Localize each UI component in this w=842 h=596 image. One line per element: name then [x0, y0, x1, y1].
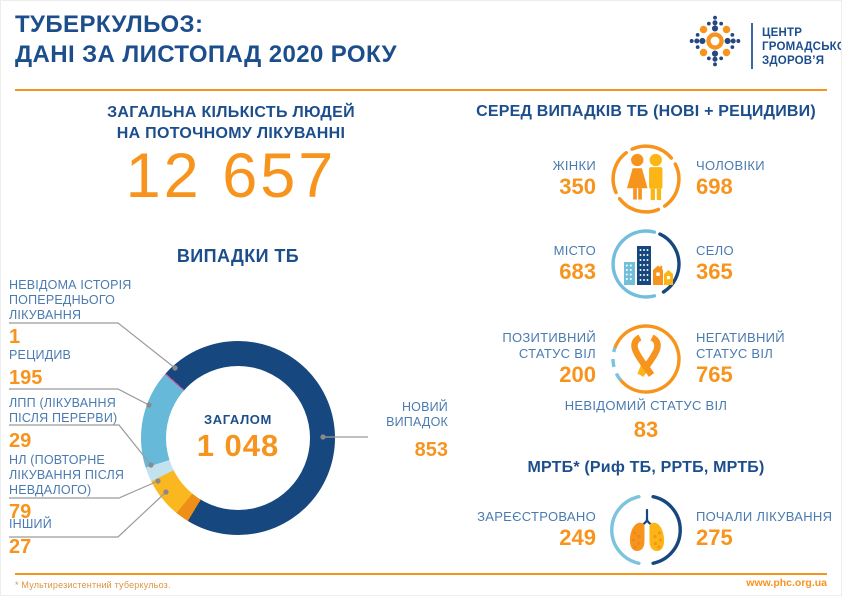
phc-logo-icon — [689, 15, 741, 67]
callout-label: НОВИЙ ВИПАДОК — [386, 400, 448, 429]
callout-value: 195 — [9, 366, 43, 389]
website-link[interactable]: www.phc.org.ua — [746, 577, 827, 589]
footnote: * Мультирезистентний туберкульоз. — [15, 580, 171, 590]
logo-org-name: ЦЕНТР ГРОМАДСЬКОГО ЗДОРОВ’Я — [762, 27, 841, 67]
hiv-ribbon-icon — [611, 324, 681, 394]
callout-value: 27 — [9, 535, 32, 558]
callout-label: ІНШИЙ — [9, 517, 52, 531]
registered-label: ЗАРЕЄСТРОВАНО — [477, 508, 596, 524]
total-on-treatment-value: 12 657 — [125, 141, 337, 211]
stat-row-mdr: ЗАРЕЄСТРОВАНО 249 ПОЧАЛИ ЛІКУВАННЯ — [451, 493, 841, 567]
callout-new-case: НОВИЙ ВИПАДОК 853 — [348, 400, 448, 462]
city-village-icon — [611, 229, 681, 299]
donut-center-value: 1 048 — [196, 428, 280, 463]
total-on-treatment-heading: ЗАГАЛЬНА КІЛЬКІСТЬ ЛЮДЕЙ НА ПОТОЧНОМУ ЛІ… — [107, 104, 355, 143]
callout-label: НЛ (ПОВТОРНЕ ЛІКУВАННЯ ПІСЛЯ НЕВДАЛОГО) — [9, 453, 125, 497]
hiv-negative-label: НЕГАТИВНИЙ СТАТУС ВІЛ — [696, 329, 785, 361]
callout-value: 1 — [9, 326, 21, 349]
callout-value: 29 — [9, 429, 32, 452]
women-value: 350 — [559, 174, 596, 200]
donut-center-label: ЗАГАЛОМ — [204, 412, 272, 427]
lungs-icon — [610, 495, 682, 565]
callout-label: ЛПП (ЛІКУВАННЯ ПІСЛЯ ПЕРЕРВИ) — [9, 396, 118, 425]
registered-value: 249 — [559, 525, 596, 551]
gender-icon — [611, 144, 681, 214]
women-label: ЖІНКИ — [552, 157, 596, 173]
city-label: МІСТО — [553, 242, 596, 258]
men-value: 698 — [696, 174, 733, 200]
hiv-unknown-block: НЕВІДОМИЙ СТАТУС ВІЛ 83 — [451, 398, 841, 443]
callout-value: 853 — [414, 438, 448, 461]
callout-other: ІНШИЙ 27 — [9, 517, 159, 559]
tb-donut: ЗАГАЛОМ 1 048 — [141, 341, 335, 535]
hiv-negative-value: 765 — [696, 362, 733, 388]
logo-divider — [751, 23, 753, 69]
donut-center: ЗАГАЛОМ 1 048 — [166, 366, 310, 510]
village-label: СЕЛО — [696, 242, 734, 258]
hiv-positive-value: 200 — [559, 362, 596, 388]
among-tb-cases-heading: СЕРЕД ВИПАДКІВ ТБ (НОВІ + РЕЦИДИВИ) — [476, 103, 816, 120]
callout-after-interruption: ЛПП (ЛІКУВАННЯ ПІСЛЯ ПЕРЕРВИ) 29 — [9, 396, 159, 453]
stat-row-hiv-status: ПОЗИТИВНИЙ СТАТУС ВІЛ 200 НЕГАТИВНИЙ СТА… — [451, 322, 841, 396]
mdr-tb-heading: МРТБ* (Риф ТБ, РРТБ, МРТБ) — [527, 459, 765, 476]
men-label: ЧОЛОВІКИ — [696, 157, 765, 173]
callout-unknown-history: НЕВІДОМА ІСТОРІЯ ПОПЕРЕДНЬОГО ЛІКУВАННЯ … — [9, 278, 159, 349]
footer-divider — [15, 573, 827, 575]
hiv-unknown-value: 83 — [633, 416, 659, 442]
callout-relapse: РЕЦИДИВ 195 — [9, 348, 159, 390]
village-value: 365 — [696, 259, 733, 285]
hiv-positive-label: ПОЗИТИВНИЙ СТАТУС ВІЛ — [502, 329, 596, 361]
page-title: ТУБЕРКУЛЬОЗ: ДАНІ ЗА ЛИСТОПАД 2020 РОКУ — [15, 11, 397, 69]
stat-row-urban-rural: МІСТО 683 — [451, 227, 841, 301]
hiv-unknown-label: НЕВІДОМИЙ СТАТУС ВІЛ — [564, 398, 728, 413]
started-treatment-value: 275 — [696, 525, 733, 551]
started-treatment-label: ПОЧАЛИ ЛІКУВАННЯ — [696, 508, 833, 524]
tb-cases-heading: ВИПАДКИ ТБ — [176, 246, 300, 266]
city-value: 683 — [559, 259, 596, 285]
stat-row-gender: ЖІНКИ 350 ЧОЛОВІКИ 698 — [451, 142, 841, 216]
callout-label: РЕЦИДИВ — [9, 348, 72, 362]
header-divider — [15, 89, 827, 91]
callout-label: НЕВІДОМА ІСТОРІЯ ПОПЕРЕДНЬОГО ЛІКУВАННЯ — [9, 278, 132, 322]
callout-retreatment: НЛ (ПОВТОРНЕ ЛІКУВАННЯ ПІСЛЯ НЕВДАЛОГО) … — [9, 453, 159, 524]
